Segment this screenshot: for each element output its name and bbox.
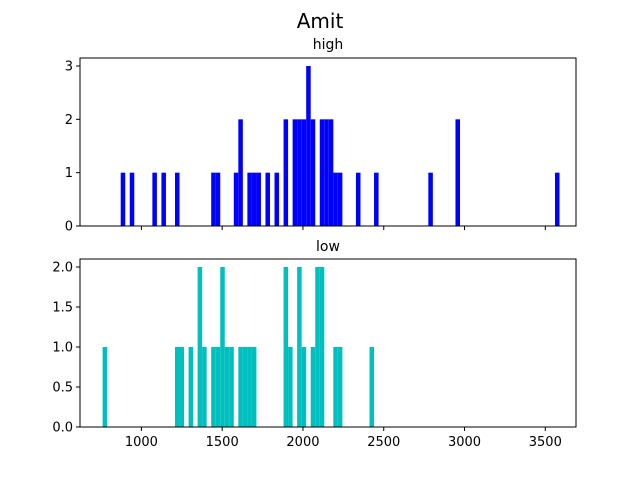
histogram-bar xyxy=(238,119,243,226)
histogram-bar xyxy=(265,172,270,226)
histogram-bar xyxy=(179,347,185,427)
x-tick-label: 1500 xyxy=(206,435,239,450)
histogram-bar xyxy=(242,347,248,427)
histogram-bar xyxy=(238,347,243,427)
histogram-bar xyxy=(197,267,203,427)
histogram-bar xyxy=(175,347,180,427)
histogram-bar xyxy=(102,347,108,427)
histogram-bar xyxy=(297,267,302,427)
histogram-bar xyxy=(310,347,316,427)
histogram-bar xyxy=(297,119,302,226)
histogram-bar xyxy=(292,119,298,226)
histogram-bar xyxy=(328,119,334,226)
x-tick-label: 3500 xyxy=(529,435,562,450)
histogram-bar xyxy=(310,119,316,226)
axes-frame xyxy=(79,57,577,227)
chart-title: Amit xyxy=(297,9,344,33)
histogram-bar xyxy=(224,347,230,427)
x-tick-label: 2000 xyxy=(286,435,319,450)
histogram-bar xyxy=(324,119,329,226)
y-tick-label: 1.5 xyxy=(52,301,73,316)
histogram-bar xyxy=(283,119,289,226)
x-tick-label: 3000 xyxy=(448,435,481,450)
histogram-bar xyxy=(188,347,194,427)
histogram-bar xyxy=(233,172,239,226)
histogram-bar xyxy=(428,172,433,226)
histogram-bar xyxy=(355,172,361,226)
y-tick-label: 2.0 xyxy=(52,261,73,276)
histogram-bar xyxy=(301,347,307,427)
histogram-bar xyxy=(315,267,320,427)
histogram-bar xyxy=(251,347,257,427)
histogram-bar xyxy=(333,347,338,427)
histogram-bar xyxy=(337,347,343,427)
histogram-bar xyxy=(319,267,325,427)
histogram-bar xyxy=(129,172,135,226)
histogram-bar xyxy=(374,172,379,226)
y-tick-label: 0 xyxy=(65,220,73,235)
x-tick-label: 2500 xyxy=(367,435,400,450)
histogram-bar xyxy=(215,172,221,226)
histogram-bar xyxy=(301,119,307,226)
histogram-bar xyxy=(211,172,216,226)
y-tick-label: 2 xyxy=(65,113,73,128)
histogram-bar xyxy=(455,119,460,226)
histogram-bar xyxy=(175,172,180,226)
histogram-bar xyxy=(274,172,280,226)
histogram-bar xyxy=(337,172,343,226)
histogram-bar xyxy=(319,119,325,226)
histogram-bar xyxy=(211,347,216,427)
histogram-bar xyxy=(306,66,311,226)
histogram-bar xyxy=(333,172,338,226)
axes-frame xyxy=(79,258,577,428)
histogram-bar xyxy=(256,172,261,226)
histogram-bar xyxy=(283,267,289,427)
low-panel: low 1000 1500 2000 2500 3000 3500 0.0 0.5 1.0 1.5 2… xyxy=(52,239,577,450)
histogram-bar xyxy=(202,347,207,427)
histogram-bar xyxy=(247,347,252,427)
panel-subtitle: low xyxy=(316,239,340,255)
histogram-bar xyxy=(220,267,225,427)
histogram-bar xyxy=(161,172,166,226)
histogram-bar xyxy=(215,347,221,427)
y-tick-label: 0.5 xyxy=(52,381,73,396)
histogram-bar xyxy=(369,347,375,427)
histogram-bar xyxy=(555,172,560,226)
y-tick-label: 1.0 xyxy=(52,341,73,356)
histogram-bar xyxy=(247,172,252,226)
y-tick-label: 1 xyxy=(65,166,73,181)
y-tick-label: 3 xyxy=(65,60,73,75)
histogram-bar xyxy=(152,172,157,226)
histogram-bar xyxy=(229,347,234,427)
y-tick-label: 0.0 xyxy=(52,421,73,436)
high-panel: high 0 1 2 3 xyxy=(65,37,577,235)
panel-subtitle: high xyxy=(313,37,344,53)
x-tick-label: 1000 xyxy=(125,435,158,450)
histogram-bar xyxy=(288,347,293,427)
histogram-bar xyxy=(251,172,257,226)
histogram-bar xyxy=(120,172,126,226)
